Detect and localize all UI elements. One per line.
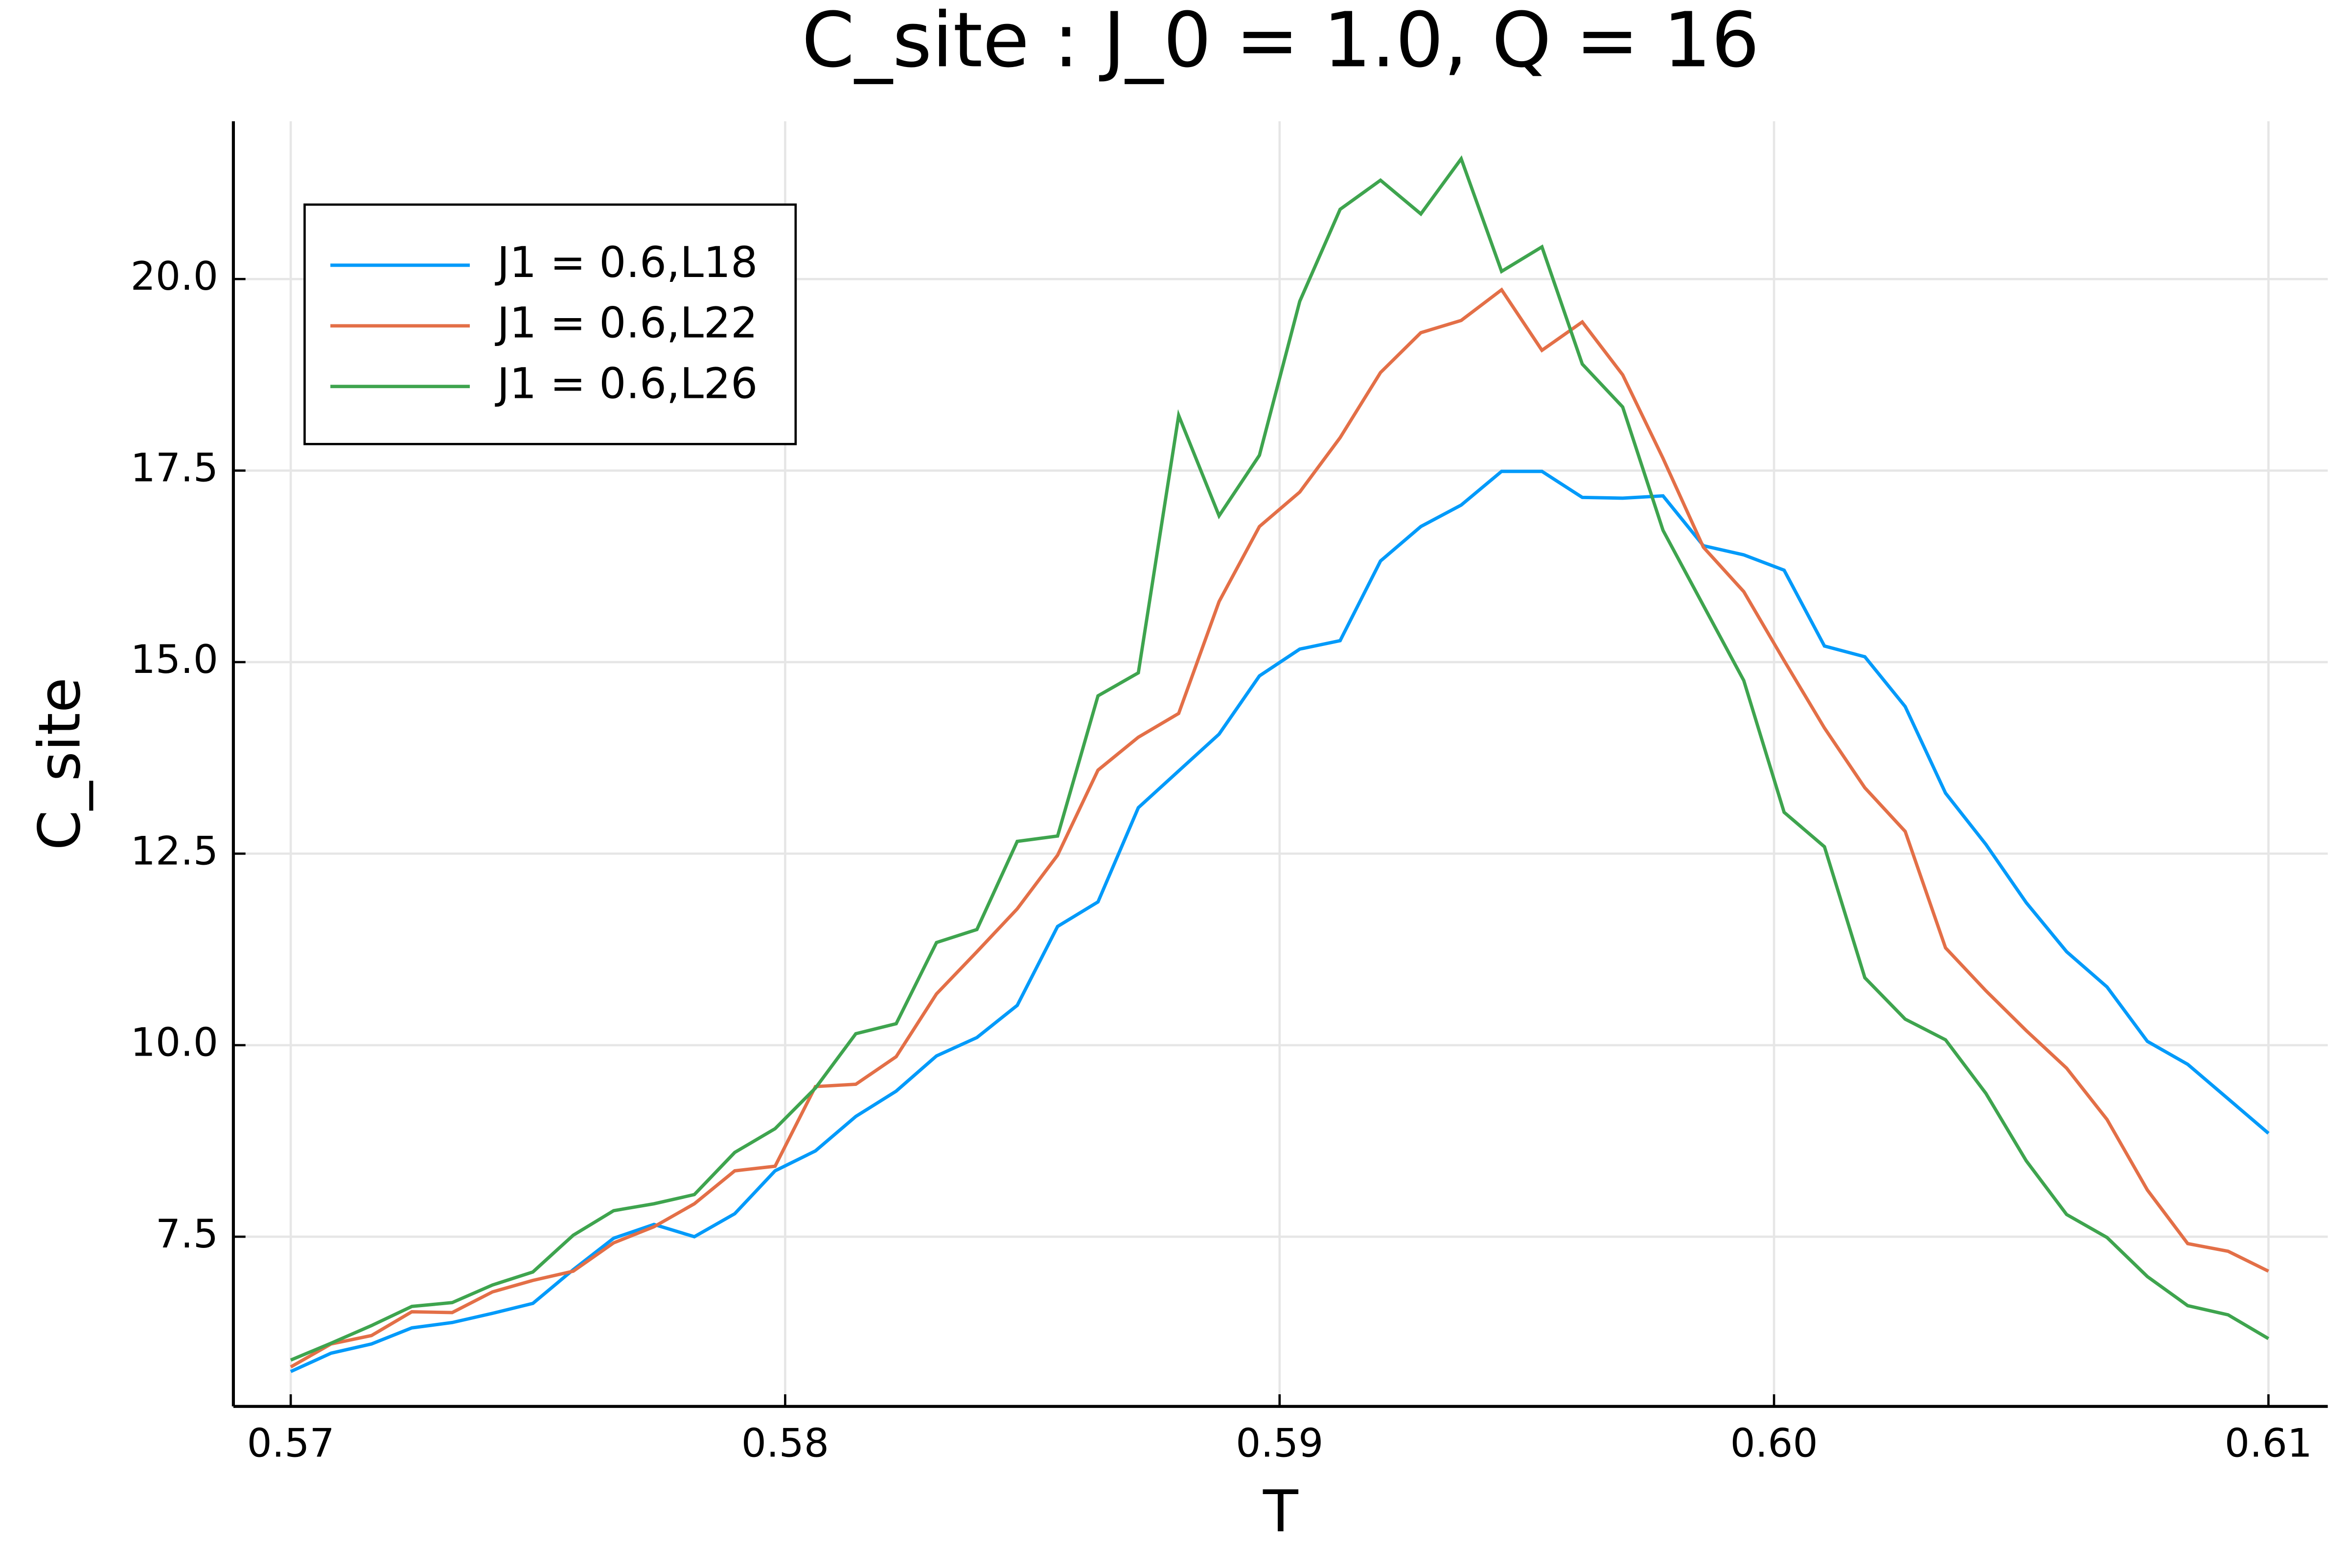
y-tick-label: 15.0 bbox=[131, 636, 218, 682]
x-tick-label: 0.58 bbox=[741, 1420, 829, 1466]
x-tick-label: 0.59 bbox=[1236, 1420, 1323, 1466]
x-tick-label: 0.61 bbox=[2225, 1420, 2312, 1466]
y-axis-label: C_site bbox=[26, 677, 93, 851]
chart-title: C_site : J_0 = 1.0, Q = 16 bbox=[802, 0, 1759, 84]
legend-label: J1 = 0.6,L18 bbox=[495, 238, 758, 287]
y-tick-label: 12.5 bbox=[131, 828, 218, 874]
series-line bbox=[290, 287, 2269, 1369]
x-axis-label: T bbox=[1263, 1478, 1299, 1545]
x-tick-label: 0.60 bbox=[1730, 1420, 1818, 1466]
legend-label: J1 = 0.6,L22 bbox=[495, 299, 758, 348]
y-tick-label: 7.5 bbox=[156, 1211, 218, 1257]
y-tick-label: 10.0 bbox=[131, 1019, 218, 1065]
x-tick-label: 0.57 bbox=[247, 1420, 334, 1466]
series-line bbox=[290, 155, 2270, 1362]
series-line bbox=[290, 469, 2270, 1373]
y-tick-label: 20.0 bbox=[131, 253, 218, 299]
legend-label: J1 = 0.6,L26 bbox=[495, 360, 758, 409]
y-tick-label: 17.5 bbox=[131, 445, 218, 491]
